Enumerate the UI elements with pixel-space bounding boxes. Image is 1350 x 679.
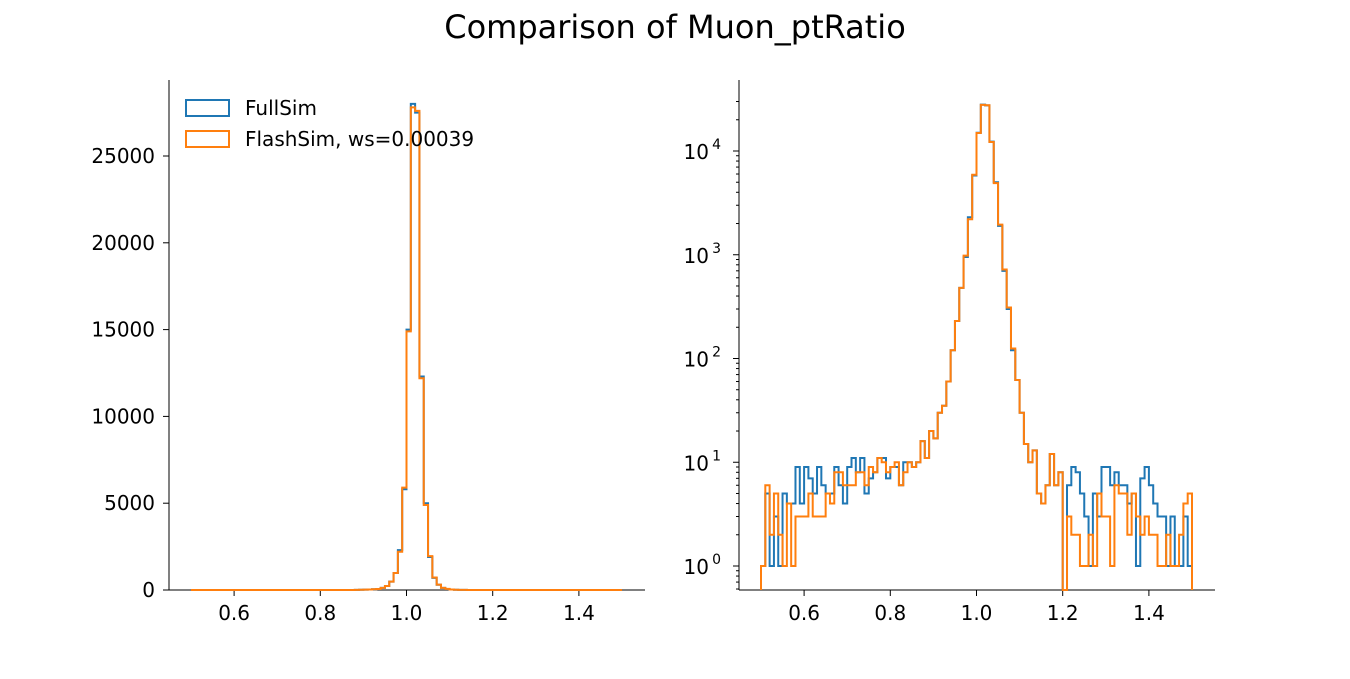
left-y-ticks: 0 5000 10000 15000 20000 25000: [91, 144, 169, 602]
right-y-tick-label: 10: [684, 451, 709, 475]
right-y-tick-label: 10: [684, 140, 709, 164]
left-y-tick-label: 25000: [91, 144, 155, 168]
left-x-tick-label: 1.0: [391, 601, 423, 625]
right-y-tick-exponent: 4: [712, 137, 721, 153]
legend: FullSim FlashSim, ws=0.00039: [185, 96, 474, 151]
right-x-tick-label: 1.2: [1047, 601, 1079, 625]
right-x-tick-label: 0.8: [874, 601, 906, 625]
left-series-flashsim-step: [191, 106, 622, 591]
right-y-tick-exponent: 3: [712, 241, 721, 257]
legend-fullsim-label: FullSim: [245, 96, 317, 120]
legend-fullsim-swatch: [185, 99, 230, 117]
figure-title: Comparison of Muon_ptRatio: [444, 8, 906, 46]
legend-flashsim-swatch: [185, 130, 230, 148]
right-y-tick-exponent: 0: [712, 552, 721, 568]
right-x-tick-label: 1.4: [1133, 601, 1165, 625]
right-x-tick-label: 0.6: [788, 601, 820, 625]
left-x-tick-label: 1.4: [563, 601, 595, 625]
left-x-tick-label: 0.8: [304, 601, 336, 625]
linear-histogram-panel: 0.6 0.8 1.0 1.2 1.4 0 5000 10000 15000 20000 2500…: [91, 80, 645, 625]
left-x-ticks: 0.6 0.8 1.0 1.2 1.4: [218, 590, 595, 625]
left-series: [191, 102, 622, 591]
left-y-tick-label: 5000: [104, 491, 155, 515]
left-x-tick-label: 1.2: [477, 601, 509, 625]
left-y-tick-label: 0: [142, 578, 155, 602]
right-y-tick-label: 10: [684, 244, 709, 268]
legend-flashsim-label: FlashSim, ws=0.00039: [245, 127, 474, 151]
right-y-tick-label: 10: [684, 555, 709, 579]
right-x-ticks: 0.6 0.8 1.0 1.2 1.4: [788, 590, 1165, 625]
right-x-tick-label: 1.0: [961, 601, 993, 625]
left-y-tick-label: 15000: [91, 318, 155, 342]
right-y-tick-label: 10: [684, 348, 709, 372]
right-y-tick-exponent: 1: [712, 448, 721, 464]
right-y-tick-exponent: 2: [712, 345, 721, 361]
left-y-tick-label: 20000: [91, 231, 155, 255]
right-series-flashsim-step: [760, 103, 1193, 591]
right-series: [760, 103, 1193, 591]
left-y-tick-label: 10000: [91, 404, 155, 428]
left-x-tick-label: 0.6: [218, 601, 250, 625]
